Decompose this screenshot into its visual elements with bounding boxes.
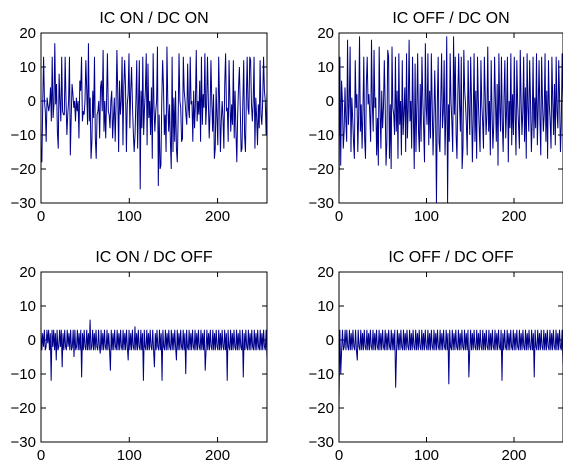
- x-tick-label: 100: [414, 447, 439, 464]
- x-tick-label: 0: [335, 208, 343, 225]
- y-tick-label: 0: [326, 332, 334, 349]
- x-tick-label: 0: [37, 208, 45, 225]
- y-tick-label: 0: [28, 332, 36, 349]
- y-tick-label: −10: [11, 366, 36, 383]
- axes-frame: [338, 32, 563, 204]
- y-tick-label: −10: [309, 127, 334, 144]
- y-tick-label: −30: [309, 195, 334, 212]
- x-tick-label: 0: [335, 447, 343, 464]
- y-tick-label: −30: [11, 434, 36, 451]
- y-tick-label: 0: [326, 93, 334, 110]
- y-tick-label: 10: [317, 298, 334, 315]
- y-tick-label: 20: [317, 25, 334, 42]
- y-tick-label: −20: [309, 400, 334, 417]
- subplot-title: IC ON / DC OFF: [95, 249, 213, 266]
- y-tick-label: 10: [317, 59, 334, 76]
- signal-line: [338, 329, 563, 405]
- x-tick-label: 100: [117, 208, 142, 225]
- y-tick-label: −30: [309, 434, 334, 451]
- y-tick-label: 20: [317, 264, 334, 281]
- y-tick-label: 0: [28, 93, 36, 110]
- y-tick-label: −20: [11, 400, 36, 417]
- axes-frame: [40, 271, 268, 443]
- y-tick-label: −20: [309, 161, 334, 178]
- signal-line: [338, 36, 563, 204]
- y-tick-label: 20: [19, 264, 36, 281]
- subplot-title: IC ON / DC ON: [99, 10, 208, 27]
- y-tick-label: −10: [11, 127, 36, 144]
- subplot-title: IC OFF / DC OFF: [388, 249, 514, 266]
- axes-frame: [40, 32, 268, 204]
- x-tick-label: 200: [205, 208, 230, 225]
- signal-line: [40, 319, 268, 381]
- x-tick-label: 200: [205, 447, 230, 464]
- y-tick-label: −10: [309, 366, 334, 383]
- x-tick-label: 200: [501, 447, 526, 464]
- x-tick-label: 200: [501, 208, 526, 225]
- x-tick-label: 100: [414, 208, 439, 225]
- axes-frame: [338, 271, 563, 443]
- x-tick-label: 100: [117, 447, 142, 464]
- signal-line: [40, 43, 268, 190]
- y-tick-label: 10: [19, 59, 36, 76]
- y-tick-label: −20: [11, 161, 36, 178]
- x-tick-label: 0: [37, 447, 45, 464]
- y-tick-label: 20: [19, 25, 36, 42]
- subplot-title: IC OFF / DC ON: [392, 10, 509, 27]
- y-tick-label: 10: [19, 298, 36, 315]
- y-tick-label: −30: [11, 195, 36, 212]
